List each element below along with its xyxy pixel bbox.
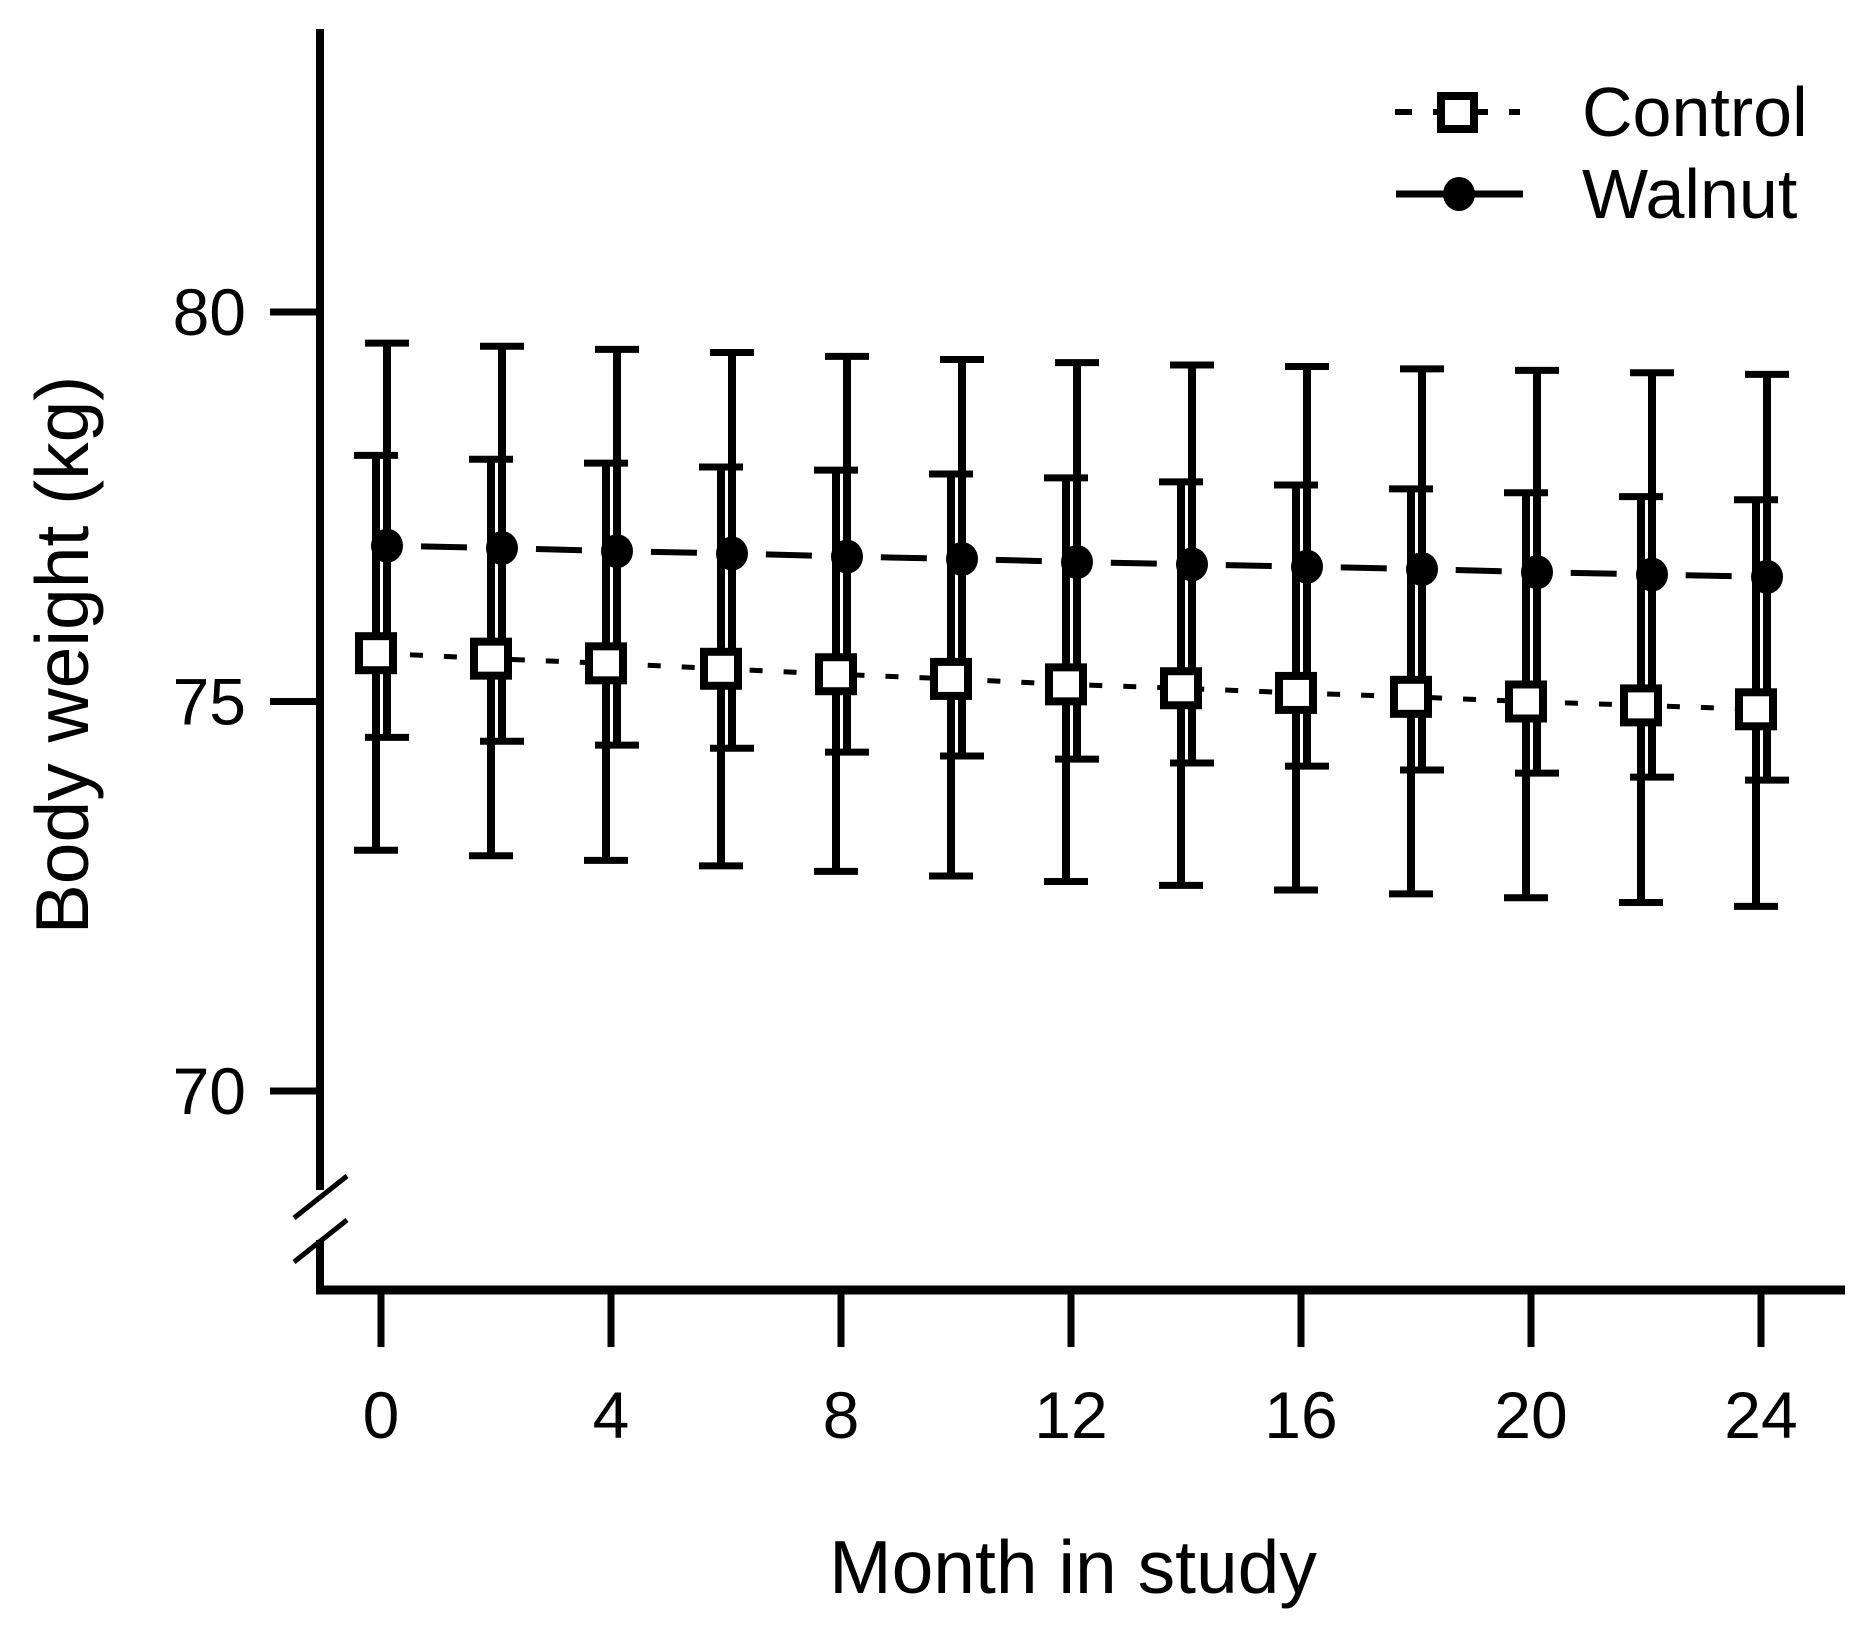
legend-walnut-circle-marker: [1443, 177, 1475, 211]
x-tick-label: 20: [1494, 1378, 1567, 1452]
x-tick-label: 16: [1264, 1378, 1337, 1452]
y-axis-break-slash-2: [292, 1218, 349, 1264]
walnut-marker-circle: [946, 541, 978, 576]
control-marker-square: [700, 647, 742, 690]
control-marker-square: [1390, 675, 1432, 718]
control-marker-square: [1620, 684, 1662, 727]
legend: Control Walnut: [1395, 73, 1808, 233]
walnut-marker-circle: [1636, 557, 1668, 592]
y-axis-break-slash-1: [292, 1174, 349, 1220]
y-axis-title: Body weight (kg): [20, 376, 104, 935]
walnut-marker-circle: [1751, 559, 1783, 594]
walnut-marker-circle: [831, 539, 863, 574]
control-marker-square: [1045, 663, 1087, 706]
legend-walnut-label: Walnut: [1582, 155, 1797, 233]
control-marker-square: [1275, 671, 1317, 714]
x-tick-label: 12: [1034, 1378, 1107, 1452]
y-tick-label: 70: [173, 1054, 246, 1128]
control-marker-square: [1505, 680, 1547, 723]
walnut-marker-circle: [1521, 555, 1553, 590]
legend-control-square-marker: [1437, 92, 1478, 133]
data-layer: [354, 339, 1789, 910]
control-marker-square: [470, 637, 512, 680]
legend-control-label: Control: [1582, 73, 1808, 151]
control-marker-square: [815, 653, 857, 696]
x-tick-label: 0: [363, 1378, 400, 1452]
walnut-marker-circle: [371, 528, 403, 563]
control-marker-square: [355, 632, 397, 675]
y-tick-label: 75: [173, 665, 246, 739]
walnut-marker-circle: [1291, 549, 1323, 584]
x-axis-title: Month in study: [829, 1525, 1317, 1609]
walnut-marker-circle: [601, 534, 633, 569]
control-marker-square: [930, 657, 972, 700]
x-tick-label: 4: [593, 1378, 630, 1452]
walnut-marker-circle: [486, 531, 518, 566]
control-marker-square: [1735, 688, 1777, 731]
y-tick-label: 80: [173, 275, 246, 349]
ticks-layer: 80 75 70 0 4 8 12 16 20 24: [173, 275, 1798, 1452]
walnut-marker-circle: [716, 536, 748, 571]
walnut-marker-circle: [1176, 547, 1208, 582]
control-marker-square: [1160, 667, 1202, 710]
walnut-marker-circle: [1406, 552, 1438, 587]
titles-layer: Body weight (kg) Month in study: [20, 376, 1317, 1609]
walnut-marker-circle: [1061, 545, 1093, 580]
x-tick-label: 8: [823, 1378, 860, 1452]
x-tick-label: 24: [1724, 1378, 1797, 1452]
control-marker-square: [585, 642, 627, 685]
axes-layer: [292, 29, 1845, 1295]
